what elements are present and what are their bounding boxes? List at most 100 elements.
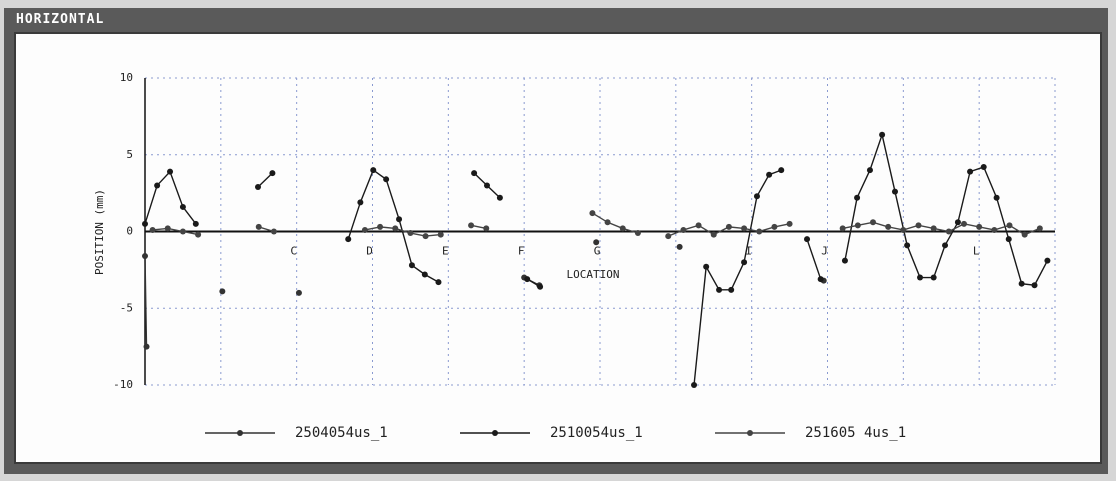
data-point [839,225,846,232]
legend-entry: 2510054us_1 [460,425,643,441]
legend-marker [747,430,753,436]
x-tick-label: L [973,245,980,258]
data-point [468,222,475,229]
data-point [219,288,226,295]
data-point [961,220,967,227]
data-point [804,236,811,243]
data-point [710,231,717,238]
legend-entry: 251605 4us_1 [715,425,906,441]
data-point [192,220,199,227]
data-point [879,131,886,138]
data-point [942,242,949,249]
x-tick-label: C [290,245,297,258]
data-point [786,220,793,227]
data-point [904,242,911,249]
data-point [900,226,907,233]
data-point [967,168,974,175]
data-point [593,239,600,246]
data-point [1005,236,1012,243]
series-line [152,212,1041,237]
data-point [537,283,544,290]
x-tick-label: I [745,245,752,258]
data-point [604,219,611,226]
data-point [885,223,892,230]
data-point [154,182,161,189]
data-point [766,171,773,178]
chart-panel [14,32,1102,464]
data-point [254,183,261,190]
y-tick-label: -5 [120,301,133,314]
data-point [421,271,428,278]
window-title: HORIZONTAL [16,12,105,27]
data-point [524,276,531,283]
data-point [483,225,490,232]
data-point [471,170,478,177]
x-axis-label: LOCATION [567,268,620,281]
legend-entry: 2504054us_1 [205,425,388,441]
data-point [142,253,148,260]
x-tick-label: J [821,245,828,258]
data-point [357,199,364,206]
data-point [993,194,1000,201]
data-point [195,231,202,238]
data-point [854,194,861,201]
y-tick-label: 5 [126,148,133,161]
data-point [817,276,824,283]
data-point [484,182,491,189]
x-tick-label: D [366,245,373,258]
data-point [1044,257,1051,264]
data-point [295,289,302,296]
data-point [891,188,898,195]
data-point [954,219,961,226]
data-point [149,226,156,233]
data-point [437,231,444,238]
data-point [383,176,390,183]
data-point [854,222,861,229]
data-point [665,233,672,240]
x-tick-label: G [594,245,601,258]
data-point [619,225,626,232]
data-point [361,226,368,233]
x-tick-label: E [442,245,449,258]
data-point [691,382,698,388]
data-point [676,243,683,250]
y-tick-label: 0 [126,225,133,238]
data-point [976,223,983,230]
data-point [991,226,998,233]
data-point [1031,282,1038,289]
data-point [407,230,414,237]
data-point [408,262,415,269]
data-point [435,279,442,286]
data-point [725,223,732,230]
y-axis-label: POSITION (mm) [93,189,106,275]
data-point [164,225,171,232]
series-line [145,256,824,347]
data-point [866,167,873,174]
data-point [392,225,399,232]
y-tick-label: -10 [113,378,133,391]
data-point [496,194,503,201]
data-point [634,230,641,237]
data-point [345,236,352,243]
data-point [695,222,702,229]
data-point [917,274,924,281]
data-point [179,203,186,210]
data-point [753,193,760,200]
data-point [167,168,174,175]
data-point [1021,231,1028,238]
data-point [771,223,778,230]
data-point [756,228,763,235]
data-point [716,286,723,293]
data-point [143,343,150,350]
data-point [255,223,262,230]
data-point [870,219,876,226]
legend-label: 2510054us_1 [550,425,643,441]
data-point [945,228,952,235]
series-line [144,132,1049,386]
data-point [396,216,403,223]
data-point [179,228,186,235]
data-point [370,167,377,174]
data-point [1018,280,1025,287]
